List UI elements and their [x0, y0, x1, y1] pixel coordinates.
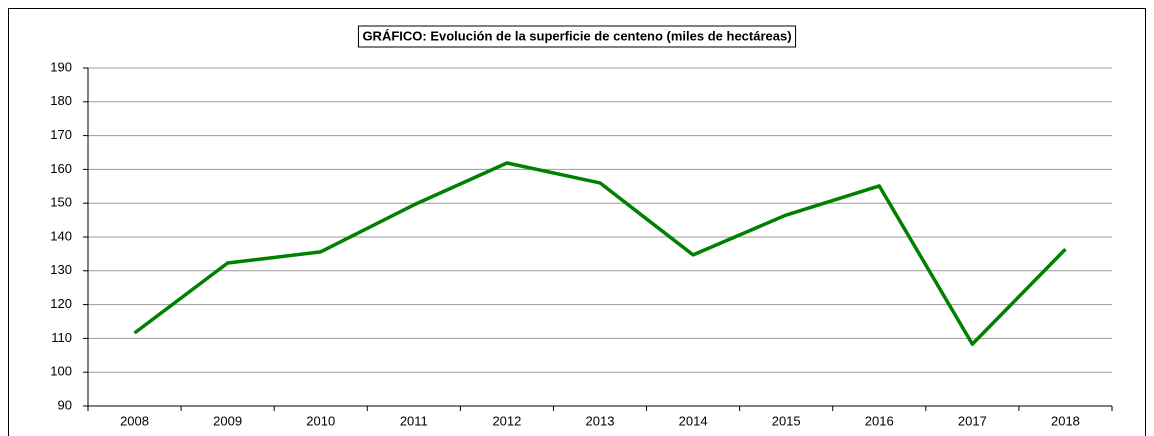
x-tick-label: 2015: [772, 413, 801, 428]
x-tick-label: 2013: [586, 413, 615, 428]
x-tick-label: 2017: [958, 413, 987, 428]
x-tick-label: 2014: [679, 413, 708, 428]
y-tick-label: 140: [50, 228, 72, 243]
y-tick-label: 130: [50, 262, 72, 277]
x-tick-label: 2016: [865, 413, 894, 428]
x-tick-label: 2009: [213, 413, 242, 428]
y-tick-label: 100: [50, 364, 72, 379]
y-tick-label: 120: [50, 296, 72, 311]
y-tick-label: 90: [58, 397, 72, 412]
title-box: [357, 25, 797, 48]
data-line: [133, 161, 1067, 346]
x-tick-label: 2010: [306, 413, 335, 428]
x-tick-label: 2008: [120, 413, 149, 428]
y-tick-label: 190: [50, 59, 72, 74]
y-tick-label: 170: [50, 127, 72, 142]
y-tick-label: 180: [50, 93, 72, 108]
y-tick-label: 150: [50, 195, 72, 210]
y-tick-label: 110: [51, 330, 72, 345]
y-tick-label: 160: [50, 161, 72, 176]
chart-title: GRÁFICO: Evolución de la superficie de c…: [362, 28, 791, 43]
x-tick-label: 2011: [400, 413, 428, 428]
x-tick-label: 2018: [1051, 413, 1080, 428]
x-tick-label: 2012: [492, 413, 521, 428]
